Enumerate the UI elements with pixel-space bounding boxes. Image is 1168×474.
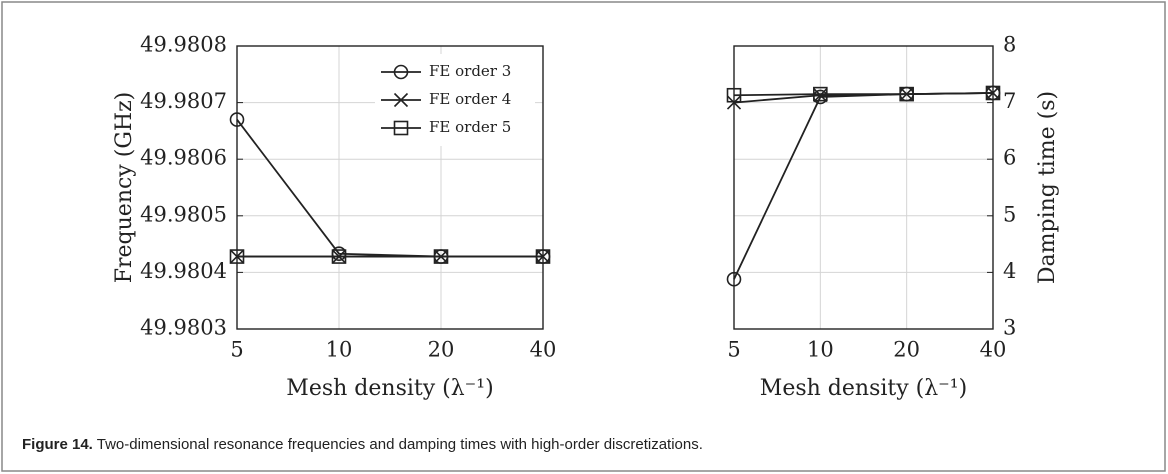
y-tick-label: 49.9804 <box>140 259 227 283</box>
plot-frame <box>236 45 544 330</box>
legend-label: FE order 3 <box>429 62 511 80</box>
x-tick-label: 10 <box>326 338 353 362</box>
caption-label: Figure 14. <box>22 436 93 453</box>
y-axis-label: Frequency (GHz) <box>112 92 137 284</box>
x-tick-label: 40 <box>530 338 557 362</box>
legend-label: FE order 4 <box>429 90 511 108</box>
marker-square <box>331 249 347 264</box>
y-tick-label: 5 <box>1003 202 1016 226</box>
marker-square <box>985 85 1001 101</box>
plot-frame <box>733 45 994 330</box>
legend-marker <box>393 120 409 136</box>
y-tick-label: 49.9805 <box>140 202 227 226</box>
y-tick-label: 6 <box>1003 146 1016 170</box>
x-tick-label: 20 <box>428 338 455 362</box>
x-tick-label: 5 <box>727 338 740 362</box>
y-tick-label: 49.9808 <box>140 33 227 57</box>
legend-marker <box>393 92 409 108</box>
marker-circle <box>229 112 245 127</box>
marker-square <box>726 87 742 103</box>
caption: Figure 14. Two-dimensional resonance fre… <box>22 436 703 453</box>
x-tick-label: 20 <box>893 338 920 362</box>
y-tick-label: 3 <box>1003 316 1016 340</box>
marker-x <box>813 88 828 103</box>
x-axis-label: Mesh density (λ⁻¹) <box>760 376 967 401</box>
marker-square <box>229 249 245 264</box>
caption-text: Two-dimensional resonance frequencies an… <box>92 436 703 453</box>
x-axis-label: Mesh density (λ⁻¹) <box>286 376 493 401</box>
marker-square <box>433 249 449 264</box>
x-tick-label: 40 <box>980 338 1007 362</box>
marker-square <box>813 86 828 102</box>
legend-marker <box>393 64 409 80</box>
y-tick-label: 49.9803 <box>140 316 227 340</box>
series-line <box>733 92 994 280</box>
y2-axis-label: Damping time (s) <box>1035 91 1060 284</box>
x-tick-label: 10 <box>807 338 834 362</box>
y-tick-label: 49.9807 <box>140 89 227 113</box>
y-tick-label: 8 <box>1003 33 1016 57</box>
y-tick-label: 49.9806 <box>140 146 227 170</box>
x-tick-label: 5 <box>230 338 243 362</box>
legend-label: FE order 5 <box>429 118 511 136</box>
y-tick-label: 7 <box>1003 89 1016 113</box>
marker-square <box>899 86 914 102</box>
marker-circle <box>726 271 742 287</box>
marker-square <box>535 249 551 264</box>
y-tick-label: 4 <box>1003 259 1016 283</box>
series-line <box>733 92 994 97</box>
marker-x <box>726 95 742 110</box>
